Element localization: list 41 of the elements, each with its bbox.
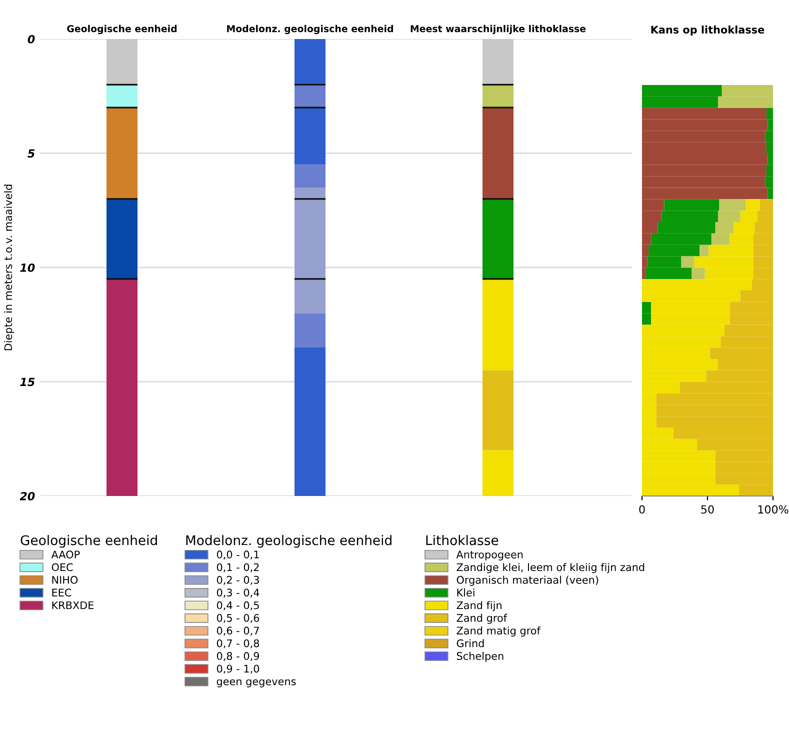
y-tick-label: 5 [28,149,35,158]
legend-label: Zand grof [456,614,508,624]
legend-label: Zand fijn [456,601,502,612]
y-tick-label: 15 [20,378,35,386]
y-tick-label: 0 [28,34,35,44]
legend-label: 0,3 - 0,4 [216,588,260,598]
x-tick-label: 0 [639,505,645,514]
x-tick-label: 50 [701,505,714,514]
legend-label: Zandige klei, leem of kleiig fijn zand [456,563,644,574]
legend-label: 0,8 - 0,9 [216,652,260,661]
x-tick-label: Meest waarschijnlijke lithoklasse [410,24,586,34]
legend-label: 0,9 - 1,0 [216,664,260,674]
legend-label: Antropogeen [456,550,523,560]
legend-label: Zand matig grof [456,626,541,637]
y-axis-title: Diepte in meters t.o.v. maaiveld [4,184,14,350]
text: Lithoklasse [426,535,498,546]
legend-label: 0,1 - 0,2 [216,563,259,572]
x-tick-label: Modelonz. geologische eenheid [227,24,393,34]
x-tick-label: 100% [758,505,788,514]
legend-label: 0,4 - 0,5 [216,601,259,610]
text: Modelonz. geologische eenheid [186,535,392,548]
legend-label: OEC [52,563,73,572]
legend-label: 0,6 - 0,7 [216,626,259,636]
legend-label: KRBXDE [52,601,94,610]
text: Geologische eenheid [20,535,157,548]
legend-label: Grind [456,639,484,648]
legend-label: Schelpen [456,652,504,662]
legend-label: 0,7 - 0,8 [216,639,260,648]
legend-label: EEC [52,588,72,596]
legend-label: geen gegevens [216,679,296,688]
legend-label: AAOP [51,550,80,558]
y-tick-label: 10 [20,263,35,272]
x-tick-label: Geologische eenheid [67,24,177,34]
legend-label: Organisch materiaal (veen) [456,576,598,586]
legend-label: 0,5 - 0,6 [216,614,260,623]
legend-label: NIHO [52,576,78,584]
chart-title: Kans op lithoklasse [651,26,764,36]
legend-label: Klei [457,588,474,596]
y-tick-label: 20 [20,492,35,500]
legend-label: 0,0 - 0,1 [216,550,259,560]
legend-label: 0,2 - 0,3 [216,576,259,585]
